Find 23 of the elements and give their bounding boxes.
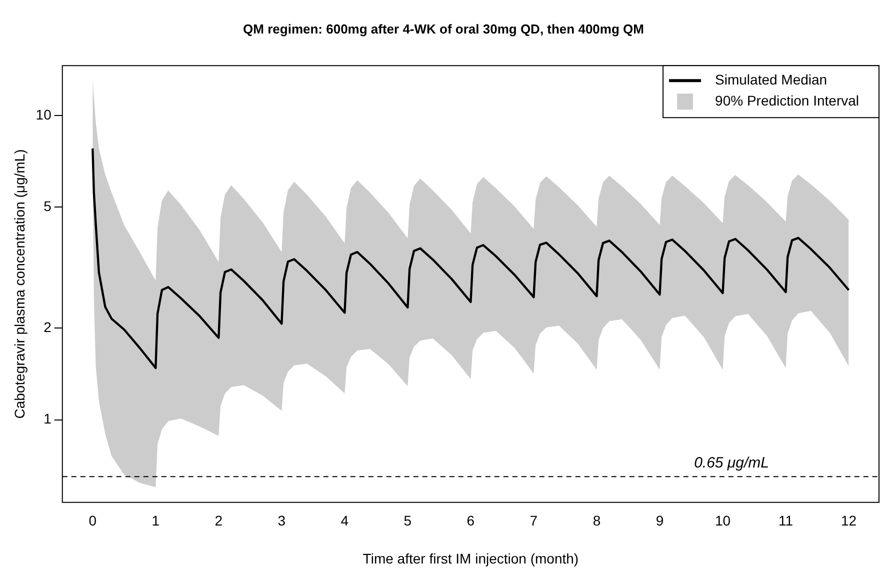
chart-title: QM regimen: 600mg after 4-WK of oral 30mg QD, then 400mg QM [243, 21, 644, 36]
y-axis-title: Cabotegravir plasma concentration (μg/mL) [11, 149, 28, 419]
x-tick-label: 8 [592, 512, 601, 529]
x-tick-label: 7 [530, 512, 538, 529]
x-tick-label: 0 [88, 512, 97, 529]
ref-line-label: 0.65 μg/mL [694, 454, 769, 472]
y-tick-label: 1 [44, 410, 52, 427]
y-tick-label: 5 [44, 198, 52, 214]
x-tick-label: 3 [278, 512, 286, 529]
x-tick-label: 2 [214, 512, 223, 529]
x-tick-label: 10 [714, 512, 731, 529]
legend-label: Simulated Median [715, 71, 828, 88]
x-tick-label: 4 [340, 512, 349, 529]
x-axis-title: Time after first IM injection (month) [362, 550, 579, 566]
y-tick-label: 10 [36, 106, 52, 122]
x-tick-label: 12 [840, 512, 857, 529]
x-tick-label: 11 [778, 512, 794, 529]
x-tick-label: 6 [466, 512, 475, 529]
y-tick-label: 2 [44, 319, 52, 336]
legend-label: 90% Prediction Interval [715, 92, 860, 108]
x-tick-label: 9 [656, 512, 664, 529]
x-tick-label: 5 [404, 512, 412, 529]
x-tick-label: 1 [152, 512, 160, 529]
